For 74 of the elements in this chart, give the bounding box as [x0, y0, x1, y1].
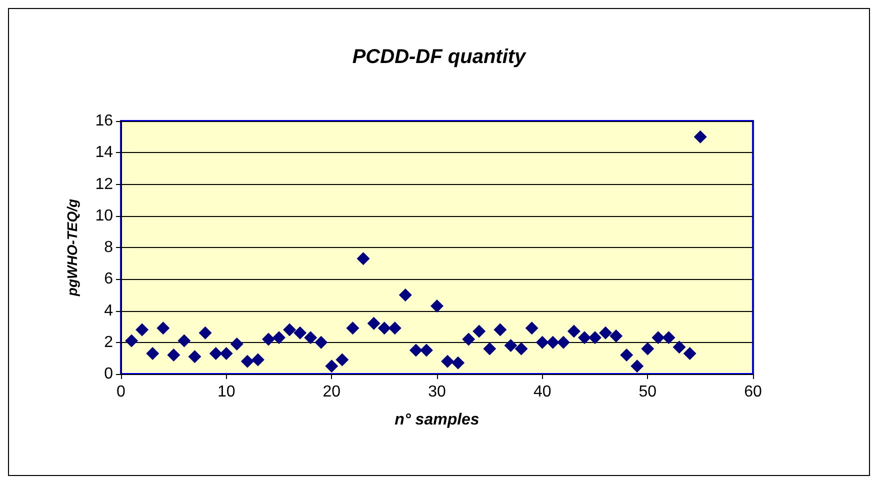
y-tick-label: 6 — [104, 270, 114, 288]
x-tick-label: 20 — [322, 384, 341, 400]
point — [610, 330, 623, 343]
point — [620, 348, 634, 362]
point — [652, 331, 665, 344]
y-tick-label: 0 — [104, 366, 114, 382]
point — [683, 346, 696, 360]
x-tick-label: 40 — [533, 384, 552, 400]
point — [452, 356, 465, 370]
y-tick-label: 2 — [104, 334, 114, 351]
point — [346, 322, 360, 335]
y-tick-label: 14 — [95, 144, 114, 162]
point — [251, 353, 264, 366]
point — [483, 342, 496, 356]
point — [325, 360, 338, 373]
point — [420, 344, 433, 357]
y-tick-label: 10 — [95, 207, 114, 224]
point — [641, 342, 654, 356]
chart-title: PCDD-DF quantity — [352, 46, 527, 68]
point — [398, 288, 412, 302]
point — [578, 331, 591, 344]
point — [567, 324, 580, 338]
point — [230, 337, 244, 350]
x-axis-title: n° samples — [394, 412, 480, 428]
point — [536, 336, 549, 349]
point — [209, 346, 222, 360]
point — [272, 331, 286, 344]
point — [283, 323, 296, 336]
point — [599, 326, 612, 340]
x-tick-label: 50 — [638, 384, 657, 400]
point — [262, 332, 275, 346]
point — [146, 346, 160, 360]
point — [136, 323, 149, 336]
point — [441, 354, 454, 368]
point — [367, 316, 380, 330]
point — [694, 130, 707, 144]
point — [156, 322, 170, 335]
point — [314, 336, 328, 349]
point — [198, 326, 212, 340]
point — [336, 353, 349, 366]
x-tick-label: 30 — [428, 384, 446, 400]
y-tick-label: 8 — [104, 239, 114, 256]
point — [672, 340, 686, 354]
point — [462, 332, 476, 346]
point — [294, 326, 307, 340]
point — [504, 339, 518, 352]
point — [388, 322, 402, 335]
point — [240, 354, 254, 368]
y-tick-label: 4 — [104, 302, 114, 320]
y-tick-label: 12 — [95, 176, 114, 193]
point — [178, 334, 191, 348]
y-tick-label: 16 — [95, 112, 114, 130]
y-axis-title: pgWHO-TEQ/g — [64, 198, 80, 298]
point — [188, 350, 202, 364]
point — [630, 360, 644, 373]
point — [556, 336, 570, 349]
point — [588, 331, 602, 344]
x-tick-label: 0 — [116, 384, 126, 400]
point — [525, 322, 538, 335]
point — [514, 342, 528, 356]
x-tick-label: 60 — [744, 384, 762, 400]
point — [378, 322, 391, 335]
point — [125, 334, 138, 348]
point — [356, 252, 370, 266]
point — [472, 324, 486, 338]
point — [304, 331, 318, 344]
point — [220, 346, 233, 360]
x-tick-label: 10 — [217, 384, 236, 400]
point — [409, 344, 422, 357]
point — [167, 348, 180, 362]
point — [494, 323, 507, 336]
point — [546, 336, 560, 349]
point — [662, 331, 676, 344]
point — [430, 300, 444, 313]
